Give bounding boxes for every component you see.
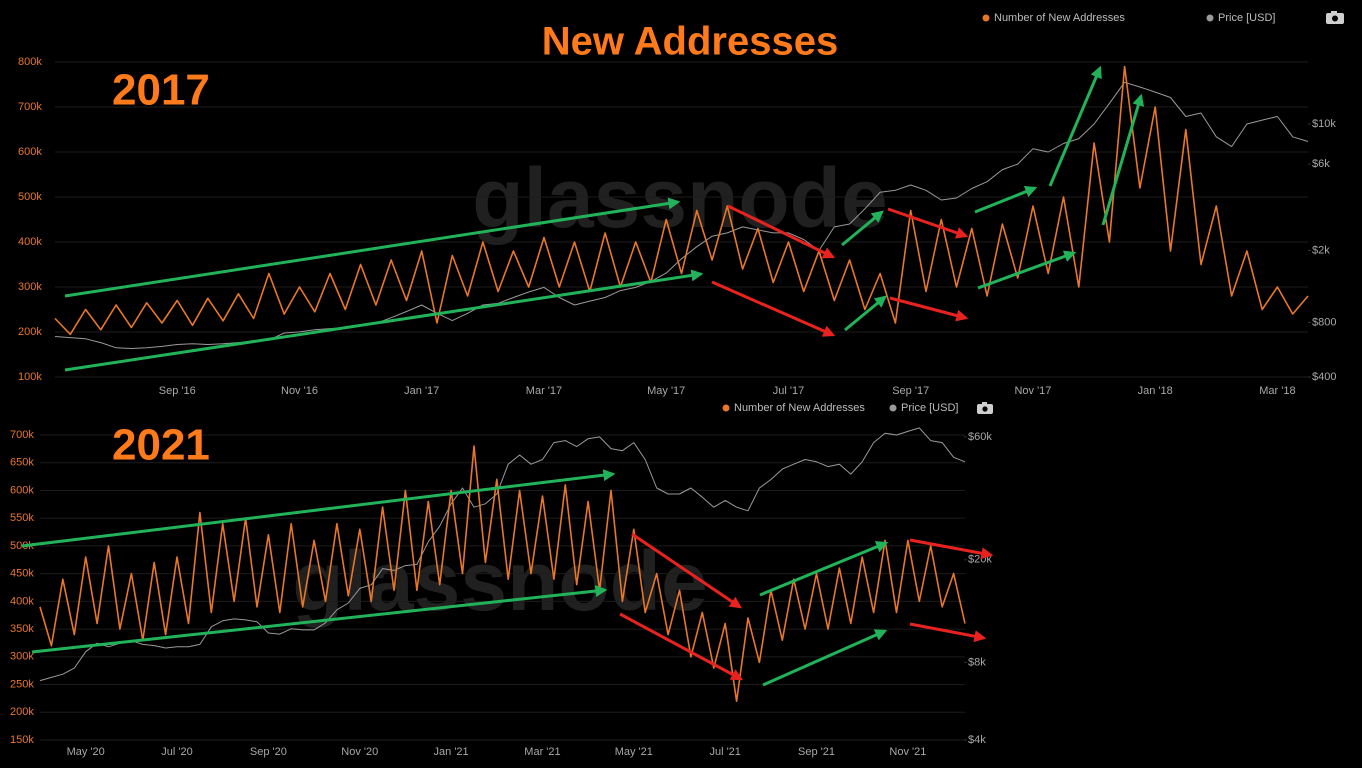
trend-arrow — [844, 295, 887, 332]
trend-arrow — [759, 541, 889, 597]
x-tick-label: May '21 — [615, 746, 653, 758]
x-tick-label: Sep '21 — [798, 746, 835, 758]
year-label: 2021 — [112, 421, 210, 470]
x-tick-label: Mar '17 — [526, 385, 562, 397]
y2-tick-label: $800 — [1312, 316, 1336, 328]
y-tick-label: 700k — [18, 101, 42, 113]
y-tick-label: 500k — [18, 191, 42, 203]
y-tick-label: 400k — [18, 236, 42, 248]
camera-icon[interactable] — [1326, 11, 1344, 24]
camera-icon[interactable] — [977, 402, 993, 414]
x-tick-label: May '20 — [67, 746, 105, 758]
y-tick-label: 450k — [10, 568, 34, 580]
trend-arrow — [64, 197, 681, 298]
series-line — [39, 427, 966, 682]
x-tick-label: Nov '20 — [341, 746, 378, 758]
trend-arrow — [889, 296, 969, 322]
watermark: glassnode — [472, 151, 887, 245]
x-tick-label: Nov '17 — [1014, 385, 1051, 397]
trend-arrow — [909, 538, 994, 560]
x-tick-label: Nov '16 — [281, 385, 318, 397]
year-label: 2017 — [112, 66, 210, 115]
y-tick-label: 200k — [10, 706, 34, 718]
x-tick-label: Mar '21 — [524, 746, 560, 758]
x-tick-label: Jul '21 — [709, 746, 740, 758]
trend-arrow — [619, 612, 744, 681]
trend-arrow — [887, 207, 969, 239]
trend-arrow — [21, 469, 616, 548]
x-tick-label: Sep '20 — [250, 746, 287, 758]
legend-marker — [722, 404, 730, 412]
x-tick-label: Sep '16 — [159, 385, 196, 397]
x-tick-label: Sep '17 — [892, 385, 929, 397]
series-line — [54, 65, 1309, 336]
x-tick-label: Mar '18 — [1259, 385, 1295, 397]
page-title: New Addresses — [542, 20, 838, 64]
trend-arrow — [1101, 93, 1145, 226]
y-tick-label: 200k — [18, 326, 42, 338]
x-tick-label: Jan '17 — [404, 385, 439, 397]
y-tick-label: 250k — [10, 678, 34, 690]
y-tick-label: 300k — [18, 281, 42, 293]
trend-arrow — [711, 280, 836, 337]
y-tick-label: 600k — [18, 146, 42, 158]
y-tick-label: 550k — [10, 512, 34, 524]
trend-arrow — [64, 269, 704, 372]
y-tick-label: 350k — [10, 623, 34, 635]
trend-arrow — [909, 622, 987, 643]
y2-tick-label: $60k — [968, 431, 992, 443]
watermark: glassnode — [292, 534, 707, 628]
y-tick-label: 300k — [10, 651, 34, 663]
x-tick-label: Jan '18 — [1138, 385, 1173, 397]
trend-arrow — [977, 250, 1077, 290]
y-tick-label: 650k — [10, 457, 34, 469]
y-tick-label: 800k — [18, 56, 42, 68]
y2-tick-label: $2k — [1312, 244, 1330, 256]
y2-tick-label: $400 — [1312, 371, 1336, 383]
legend-marker — [982, 14, 990, 22]
y-tick-label: 150k — [10, 734, 34, 746]
trend-arrow — [631, 532, 742, 609]
y-tick-label: 600k — [10, 484, 34, 496]
legend-marker — [889, 404, 897, 412]
y2-tick-label: $10k — [1312, 118, 1336, 130]
x-tick-label: Jul '17 — [773, 385, 804, 397]
x-tick-label: Nov '21 — [889, 746, 926, 758]
legend-marker — [1206, 14, 1214, 22]
y-tick-label: 100k — [18, 371, 42, 383]
trend-arrow — [841, 210, 884, 247]
trend-arrow — [974, 185, 1038, 214]
x-tick-label: May '17 — [647, 385, 685, 397]
legend-label: Price [USD] — [1218, 12, 1275, 24]
y2-tick-label: $6k — [1312, 158, 1330, 170]
x-tick-label: Jan '21 — [434, 746, 469, 758]
x-tick-label: Jul '20 — [161, 746, 192, 758]
trend-arrow — [31, 585, 608, 654]
series-line — [39, 445, 966, 702]
trend-arrows — [21, 65, 1145, 687]
y-tick-label: 700k — [10, 429, 34, 441]
y-tick-label: 400k — [10, 595, 34, 607]
trend-arrow — [727, 204, 836, 259]
legend-label: Price [USD] — [901, 402, 958, 414]
legend-label: Number of New Addresses — [994, 12, 1125, 24]
y2-tick-label: $8k — [968, 656, 986, 668]
legend-label: Number of New Addresses — [734, 402, 865, 414]
trend-arrow — [1048, 65, 1102, 187]
y2-tick-label: $4k — [968, 734, 986, 746]
trend-arrow — [762, 629, 888, 687]
